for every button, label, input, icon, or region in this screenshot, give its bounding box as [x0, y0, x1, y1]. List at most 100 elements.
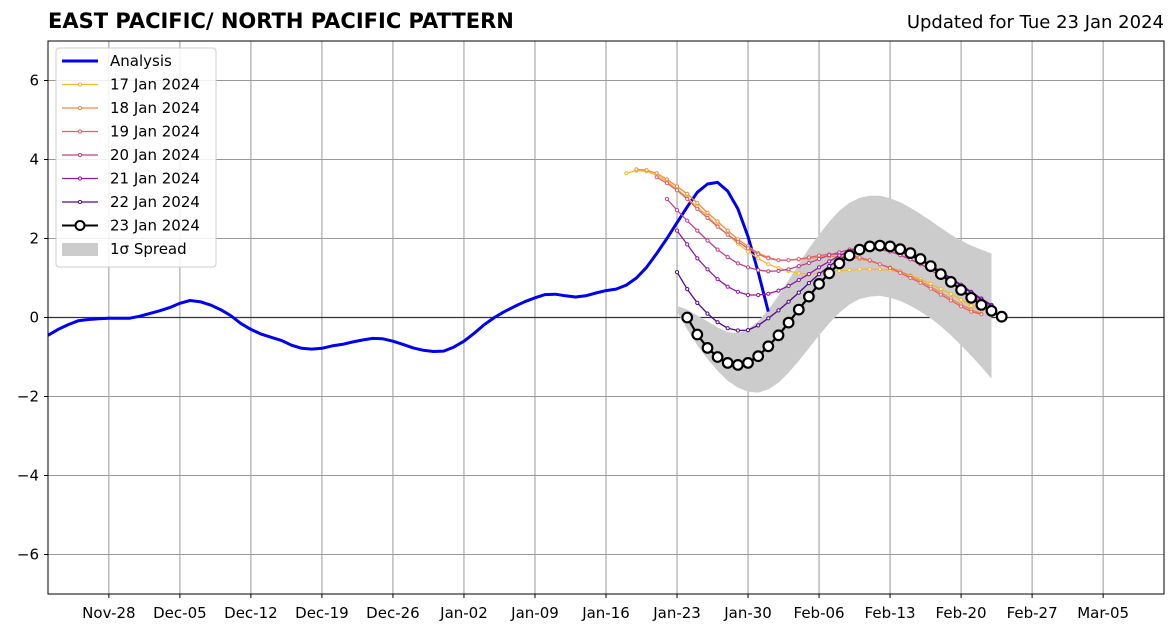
forecast-point [938, 287, 943, 292]
forecast-point [756, 256, 761, 261]
forecast-point [827, 259, 832, 264]
forecast-point [847, 268, 852, 273]
x-tick-label: Jan-30 [723, 604, 772, 622]
forecast-point [833, 257, 846, 270]
legend-entry: 22 Jan 2024 [62, 193, 200, 211]
x-tick-label: Feb-27 [1007, 604, 1058, 622]
forecast-point [695, 300, 700, 305]
x-tick-label: Jan-02 [439, 604, 488, 622]
forecast-point [756, 292, 761, 298]
forecast-point [965, 291, 978, 304]
forecast-point [786, 267, 791, 272]
forecast-point [823, 267, 836, 280]
forecast-point [806, 281, 812, 286]
forecast-point [735, 328, 741, 333]
forecast-point [705, 267, 710, 272]
x-tick-label: Mar-05 [1077, 604, 1129, 622]
forecast-point [715, 247, 720, 252]
forecast-point [888, 266, 893, 271]
forecast-point [813, 278, 825, 290]
forecast-point [725, 255, 730, 260]
forecast-point [705, 311, 710, 316]
chart-title: EAST PACIFIC/ NORTH PACIFIC PATTERN [48, 9, 514, 33]
y-tick-label: −6 [17, 546, 39, 564]
legend-label: 22 Jan 2024 [110, 193, 200, 211]
forecast-point [837, 268, 842, 273]
y-tick-label: −4 [17, 467, 39, 485]
forecast-point [796, 264, 801, 269]
legend-entry: 1σ Spread [62, 240, 187, 258]
forecast-point [904, 247, 917, 260]
forecast-point [827, 253, 832, 258]
forecast-point [766, 256, 771, 261]
legend-marker [74, 220, 86, 231]
forecast-point [817, 253, 822, 258]
forecast-point [766, 262, 771, 267]
forecast-point [843, 249, 856, 262]
forecast-point [776, 268, 781, 273]
forecast-point [948, 291, 954, 296]
forecast-point [715, 219, 720, 224]
forecast-point [969, 309, 974, 314]
legend-entry: 21 Jan 2024 [62, 170, 200, 188]
forecast-point [715, 320, 720, 325]
y-tick-label: 6 [29, 72, 39, 90]
forecast-point [877, 267, 883, 272]
forecast-point [735, 239, 741, 244]
forecast-point [634, 167, 639, 172]
forecast-point [776, 308, 781, 313]
forecast-point [715, 277, 720, 282]
forecast-point [766, 316, 771, 321]
forecast-series-19-jan-2024 [654, 175, 984, 317]
forecast-point [857, 267, 862, 272]
forecast-point [674, 184, 680, 189]
legend-label: 23 Jan 2024 [110, 217, 200, 235]
legend: Analysis 17 Jan 2024 18 Jan 2024 19 Jan 202… [55, 47, 217, 268]
y-axis: 6 4 2 0 −2 −4 −6 [17, 72, 48, 564]
y-tick-label: 0 [29, 309, 39, 327]
x-tick-label: Dec-12 [224, 604, 278, 622]
forecast-point [664, 196, 670, 202]
forecast-point [806, 272, 812, 277]
forecast-point [725, 284, 730, 289]
legend-label: Analysis [110, 52, 172, 70]
spread-area [677, 195, 992, 393]
forecast-point [959, 297, 964, 302]
forecast-point [857, 255, 862, 260]
forecast-point [664, 177, 670, 182]
forecast-point [894, 243, 907, 256]
forecast-point [776, 288, 781, 293]
forecast-point [695, 206, 700, 211]
forecast-point [796, 290, 801, 295]
forecast-point [695, 256, 700, 261]
forecast-point [756, 268, 761, 273]
forecast-point [786, 283, 791, 288]
x-tick-label: Feb-06 [794, 604, 845, 622]
forecast-point [745, 292, 751, 298]
forecast-point [725, 232, 730, 237]
x-tick-label: Jan-23 [652, 604, 701, 622]
forecast-point [745, 246, 751, 251]
forecast-point [644, 168, 649, 173]
forecast-point [735, 261, 741, 266]
forecast-point [705, 215, 710, 221]
chart-subtitle: Updated for Tue 23 Jan 2024 [906, 12, 1164, 33]
forecast-point [681, 311, 694, 324]
forecast-point [796, 277, 801, 283]
forecast-point [924, 260, 937, 273]
forecast-point [762, 340, 775, 353]
x-tick-label: Dec-19 [295, 604, 349, 622]
legend-entry: 18 Jan 2024 [62, 99, 200, 117]
forecast-point [732, 359, 744, 371]
forecast-point [934, 268, 947, 281]
forecast-point [735, 289, 741, 294]
forecast-point [817, 256, 822, 262]
forecast-point [742, 357, 754, 369]
forecast-point [654, 175, 659, 180]
x-tick-label: Dec-05 [153, 604, 207, 622]
forecast-point [918, 280, 923, 285]
forecast-point [674, 188, 680, 193]
forecast-point [674, 208, 680, 213]
forecast-point [674, 270, 680, 275]
